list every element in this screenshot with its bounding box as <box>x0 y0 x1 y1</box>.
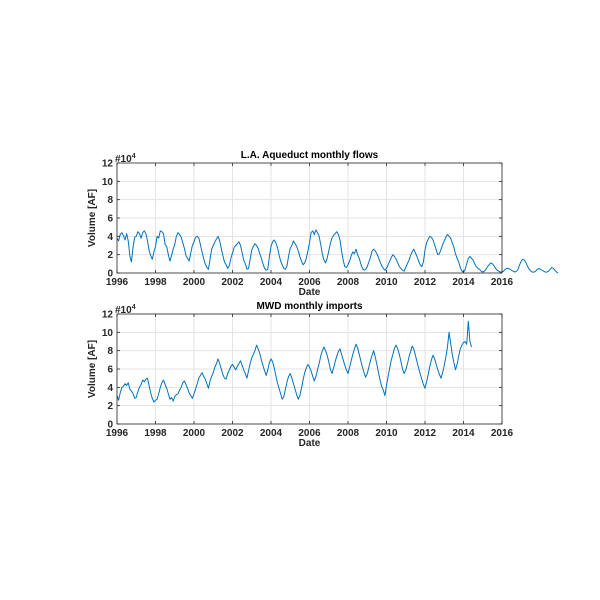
x-tick-label: 2012 <box>414 428 437 439</box>
x-tick-label: 2008 <box>337 277 360 288</box>
chart-title: L.A. Aqueduct monthly flows <box>241 150 379 161</box>
x-tick-label: 1998 <box>144 277 167 288</box>
chart-mwd-imports: 1996 1998 2000 2002 2004 2006 2008 2010 2012 2014… <box>87 301 514 449</box>
y-tick-label: 6 <box>107 214 113 225</box>
chart-title: MWD monthly imports <box>256 301 363 312</box>
x-tick-label: 2002 <box>221 277 244 288</box>
x-tick-label: 2000 <box>183 428 206 439</box>
y-tick-label: 0 <box>107 420 113 431</box>
x-tick-label: 2014 <box>452 428 475 439</box>
y-multiplier-label: #104 <box>115 153 136 165</box>
x-tick-label: 2014 <box>452 277 475 288</box>
series-line <box>116 320 473 403</box>
x-tick-label: 2010 <box>375 428 398 439</box>
x-tick-label: 1998 <box>144 428 167 439</box>
x-tick-label: 2004 <box>260 277 283 288</box>
x-tick-label: 2016 <box>491 277 514 288</box>
y-tick-label: 4 <box>107 383 113 394</box>
x-tick-label: 2008 <box>337 428 360 439</box>
x-tick-label: 2002 <box>221 428 244 439</box>
x-tick-label: 2006 <box>298 428 321 439</box>
y-tick-label: 10 <box>102 177 114 188</box>
chart-la-aqueduct: 1996 1998 2000 2002 2004 2006 2008 2010 2012 2014… <box>87 150 559 298</box>
series-line <box>116 229 559 274</box>
x-tick-label: 2010 <box>375 277 398 288</box>
y-tick-label: 10 <box>102 328 114 339</box>
y-multiplier-label: #104 <box>115 304 136 316</box>
x-tick-label: 2006 <box>298 277 321 288</box>
x-axis-label: Date <box>299 438 321 449</box>
y-tick-label: 2 <box>107 250 113 261</box>
y-tick-label: 12 <box>102 159 114 170</box>
y-tick-label: 4 <box>107 232 113 243</box>
x-tick-label: 2012 <box>414 277 437 288</box>
y-tick-label: 12 <box>102 310 114 321</box>
y-axis-label: Volume [AF] <box>87 340 98 398</box>
x-tick-label: 2004 <box>260 428 283 439</box>
y-tick-label: 8 <box>107 346 113 357</box>
x-tick-label: 2016 <box>491 428 514 439</box>
x-tick-label: 1996 <box>106 277 129 288</box>
x-axis-label: Date <box>299 287 321 298</box>
y-tick-label: 0 <box>107 269 113 280</box>
y-tick-label: 8 <box>107 195 113 206</box>
y-tick-label: 6 <box>107 365 113 376</box>
x-tick-label: 1996 <box>106 428 129 439</box>
x-tick-label: 2000 <box>183 277 206 288</box>
y-axis-label: Volume [AF] <box>87 189 98 247</box>
y-tick-label: 2 <box>107 401 113 412</box>
